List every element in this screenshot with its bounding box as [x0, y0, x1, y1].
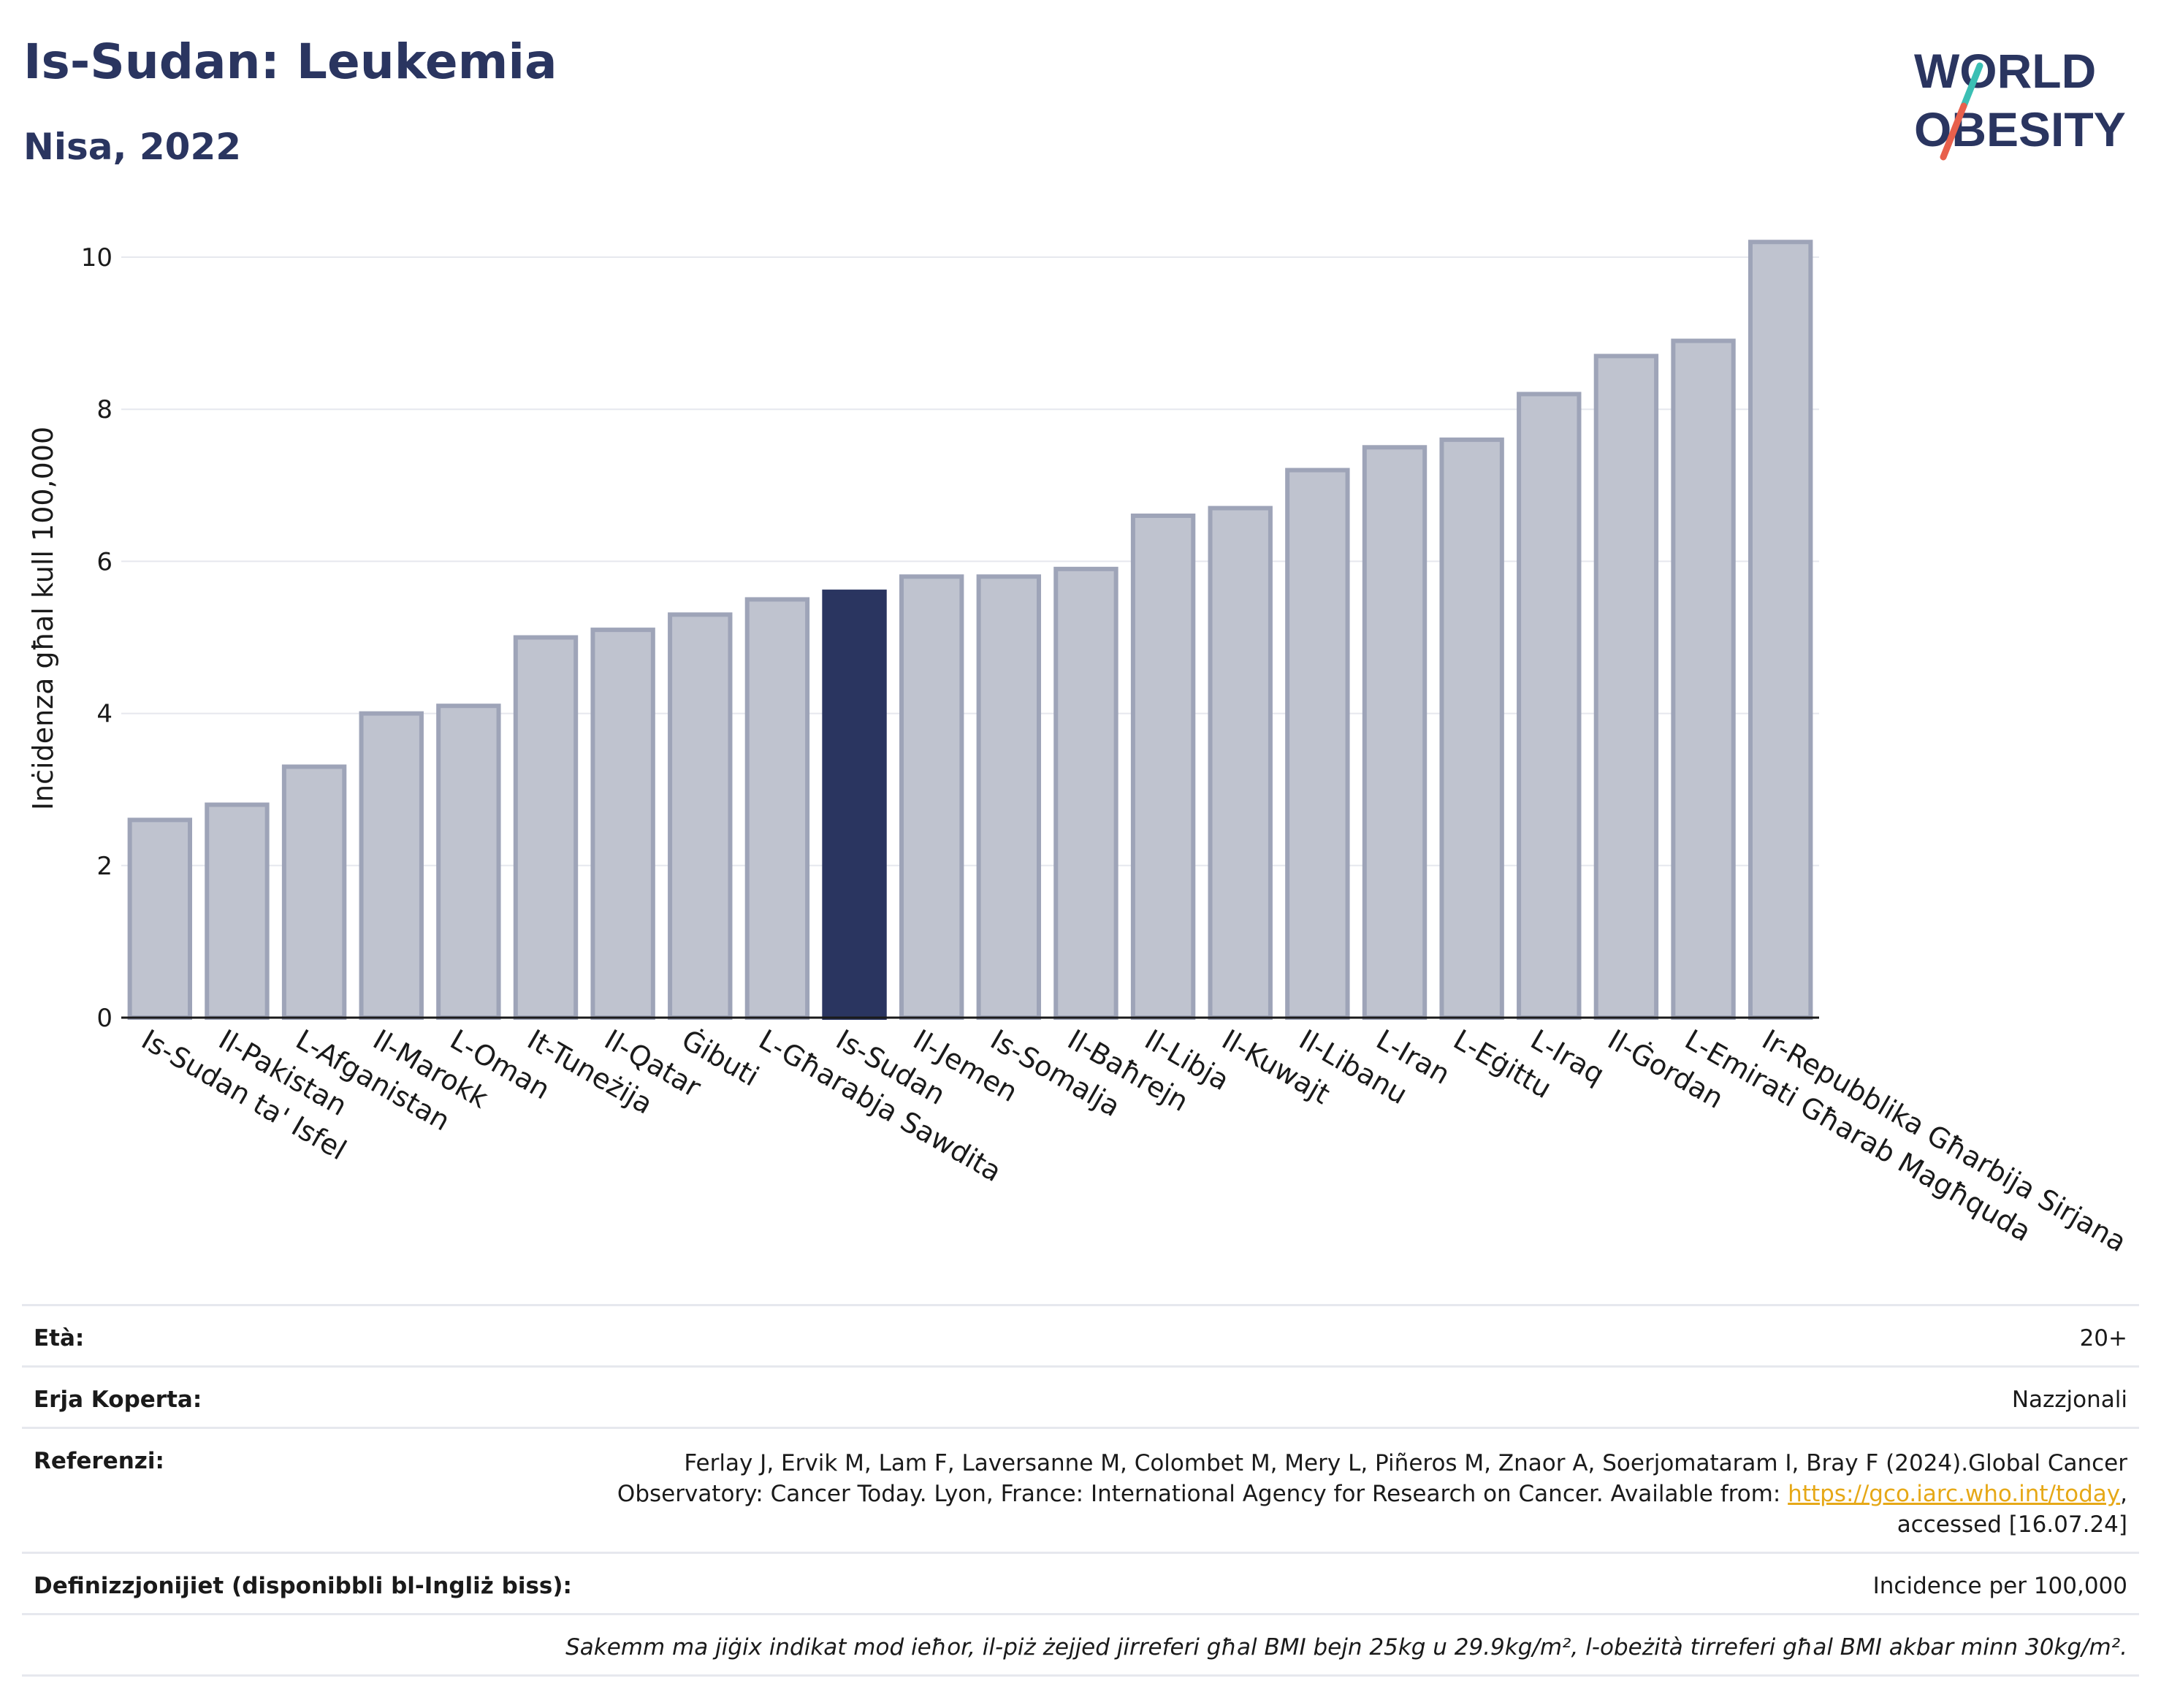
references-label: Referenzi: — [34, 1448, 164, 1474]
y-axis-label: Inċidenza għal kull 100,000 — [27, 427, 59, 810]
info-row-age: Età: 20+ — [22, 1304, 2139, 1365]
bar-2 — [281, 764, 347, 1020]
info-table: Età: 20+ Erja Koperta: Nazzjonali Refere… — [22, 1304, 2139, 1677]
bar-16 — [1362, 445, 1428, 1020]
x-tick-label-20: L-Emirati Għarab Magħquda — [1680, 1023, 2037, 1248]
info-row-definitions: Definizzjonijiet (disponibbli bl-Ingliż … — [22, 1552, 2139, 1613]
references-value: Ferlay J, Ervik M, Lam F, Laversanne M, … — [617, 1448, 2127, 1540]
logo-line1: WORLD — [1914, 44, 2096, 98]
world-obesity-logo: WORLD OBESITY — [1914, 44, 2126, 161]
age-value: 20+ — [2079, 1325, 2127, 1351]
y-tick-label: 2 — [96, 852, 113, 881]
page-subtitle: Nisa, 2022 — [23, 126, 242, 168]
y-tick-label: 6 — [96, 547, 113, 576]
info-row-references: Referenzi: Ferlay J, Ervik M, Lam F, Lav… — [22, 1427, 2139, 1552]
bar-17 — [1439, 437, 1504, 1020]
area-value: Nazzjonali — [2011, 1387, 2127, 1413]
reference-line-2: Observatory: Cancer Today. Lyon, France:… — [617, 1479, 2127, 1509]
bar-7 — [668, 612, 733, 1020]
bar-9 — [822, 590, 887, 1020]
bar-5 — [513, 635, 579, 1020]
bar-13 — [1130, 513, 1196, 1020]
logo-slash-top — [1960, 62, 1983, 110]
reference-link[interactable]: https://gco.iarc.who.int/today — [1788, 1481, 2121, 1507]
bar-4 — [436, 704, 501, 1020]
bar-1 — [205, 802, 270, 1020]
y-tick-label: 10 — [81, 243, 113, 272]
logo-slash-bottom — [1940, 102, 1967, 161]
bar-11 — [976, 574, 1042, 1020]
bar-21 — [1748, 240, 1813, 1021]
reference-line-2-suffix: , — [2120, 1481, 2127, 1507]
bmi-note: Sakemm ma jiġix indikat mod ieħor, il-pi… — [565, 1634, 2127, 1661]
definitions-value: Incidence per 100,000 — [1872, 1573, 2127, 1599]
bar-15 — [1285, 468, 1350, 1020]
page-title: Is-Sudan: Leukemia — [23, 34, 557, 90]
y-tick-label: 4 — [96, 700, 113, 729]
bar-19 — [1593, 354, 1659, 1021]
y-tick-label: 0 — [96, 1004, 113, 1033]
bar-20 — [1671, 338, 1736, 1020]
bar-8 — [744, 597, 810, 1020]
info-row-area: Erja Koperta: Nazzjonali — [22, 1365, 2139, 1427]
info-row-note: Sakemm ma jiġix indikat mod ieħor, il-pi… — [22, 1613, 2139, 1677]
bar-3 — [359, 711, 424, 1020]
definitions-label: Definizzjonijiet (disponibbli bl-Ingliż … — [34, 1573, 572, 1599]
reference-line-2-text: Observatory: Cancer Today. Lyon, France:… — [617, 1481, 1788, 1507]
age-label: Età: — [34, 1325, 85, 1351]
bar-12 — [1053, 566, 1118, 1020]
bar-14 — [1208, 506, 1273, 1020]
bar-0 — [127, 817, 193, 1021]
bar-10 — [899, 574, 964, 1020]
area-label: Erja Koperta: — [34, 1387, 202, 1413]
x-tick-label-21: Ir-Repubblika Għarbija Sirjana — [1757, 1023, 2132, 1259]
y-tick-label: 8 — [96, 395, 113, 424]
bar-6 — [590, 628, 655, 1020]
reference-line-3: accessed [16.07.24] — [1897, 1511, 2127, 1538]
reference-line-1: Ferlay J, Ervik M, Lam F, Laversanne M, … — [684, 1450, 2127, 1476]
bar-18 — [1517, 392, 1582, 1020]
